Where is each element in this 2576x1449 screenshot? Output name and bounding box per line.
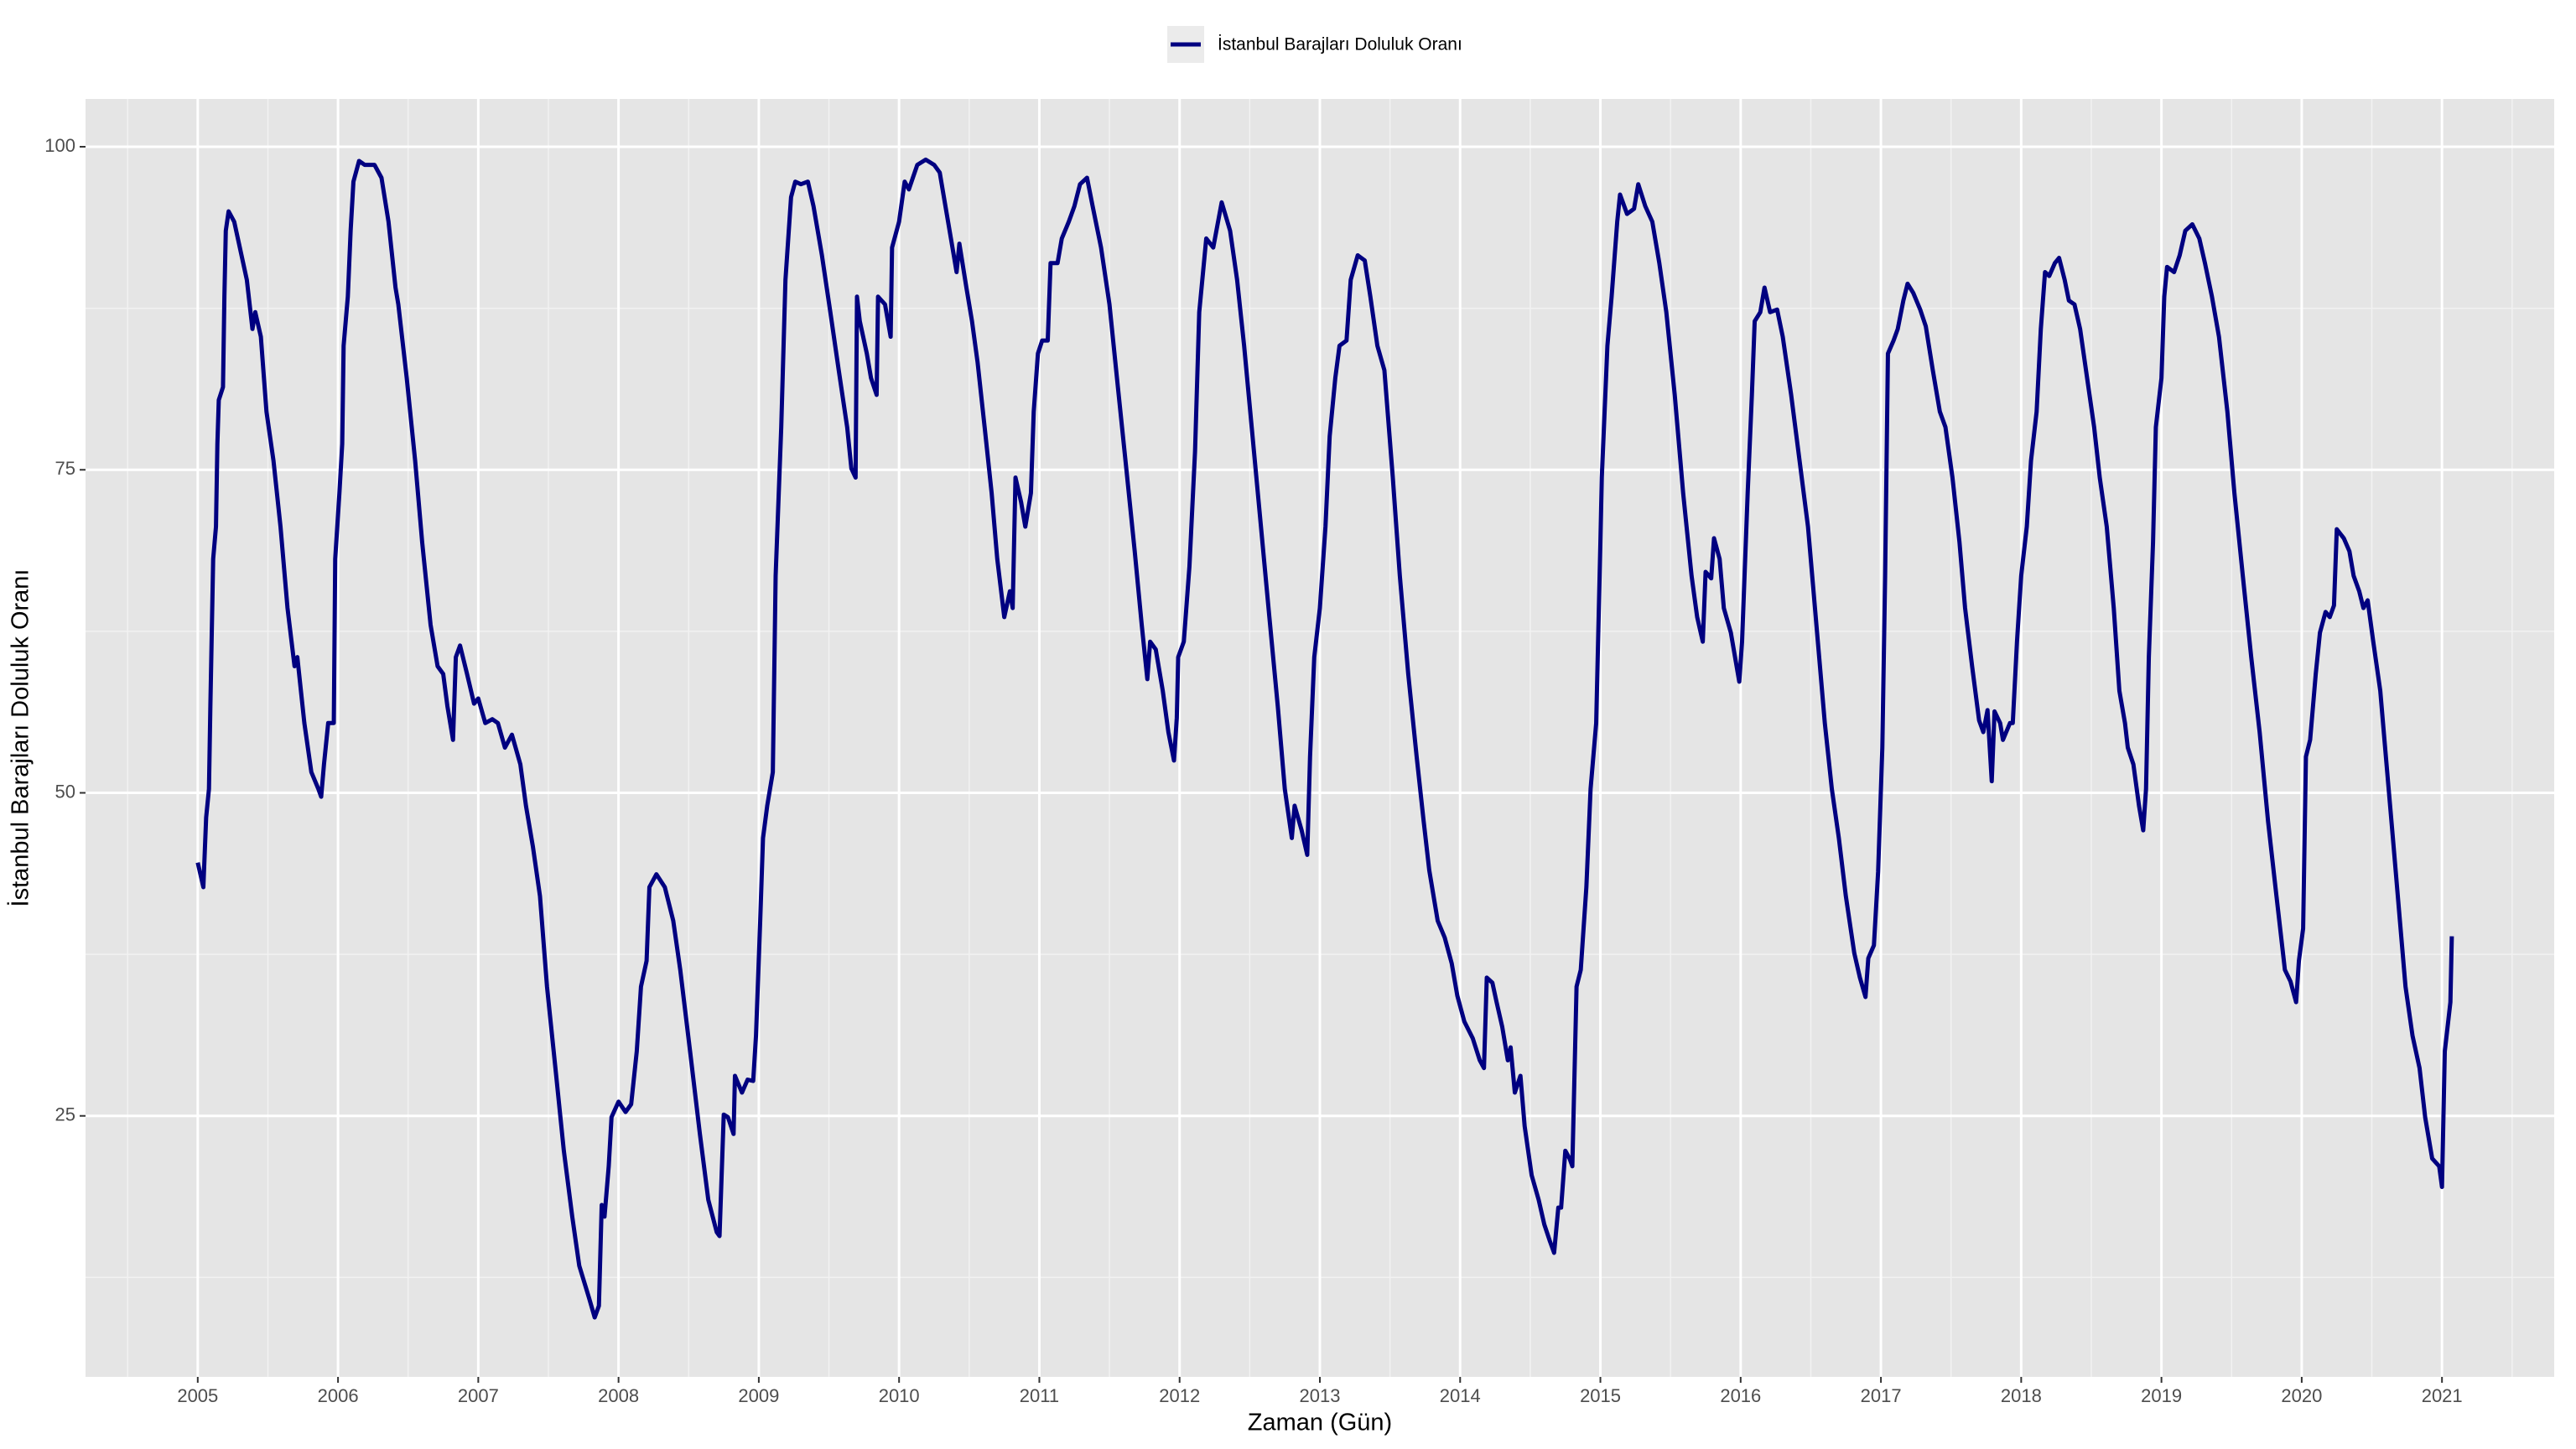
x-tick-label: 2009 [738, 1385, 779, 1406]
x-tick-label: 2010 [879, 1385, 920, 1406]
x-axis-title: Zaman (Gün) [1248, 1410, 1392, 1436]
x-tick-label: 2017 [1861, 1385, 1902, 1406]
x-tick-label: 2016 [1720, 1385, 1761, 1406]
legend-label: İstanbul Barajları Doluluk Oranı [1218, 35, 1462, 55]
axes: 2005 2006 2007 2008 2009 2010 2011 2012 2013 2014… [44, 135, 2462, 1406]
data-line [195, 157, 2454, 1320]
x-tick-label: 2006 [318, 1385, 359, 1406]
x-tick-label: 2019 [2141, 1385, 2182, 1406]
x-tick-label: 2012 [1159, 1385, 1200, 1406]
y-axis-title: İstanbul Barajları Doluluk Oranı [7, 569, 34, 907]
series [195, 157, 2454, 1320]
x-tick-label: 2008 [598, 1385, 639, 1406]
x-tick-label: 2007 [458, 1385, 499, 1406]
y-tick-label: 75 [55, 458, 75, 479]
grid [86, 99, 2554, 1377]
x-tick-label: 2015 [1580, 1385, 1621, 1406]
y-tick-label: 50 [55, 781, 75, 802]
x-tick-label: 2005 [177, 1385, 218, 1406]
x-tick-label: 2013 [1300, 1385, 1341, 1406]
x-tick-label: 2018 [2001, 1385, 2042, 1406]
x-tick-label: 2011 [1020, 1385, 1059, 1406]
x-tick-label: 2020 [2281, 1385, 2322, 1406]
x-tick-label: 2021 [2422, 1385, 2463, 1406]
y-tick-label: 25 [55, 1104, 75, 1125]
y-tick-label: 100 [44, 135, 75, 156]
x-tick-label: 2014 [1440, 1385, 1481, 1406]
